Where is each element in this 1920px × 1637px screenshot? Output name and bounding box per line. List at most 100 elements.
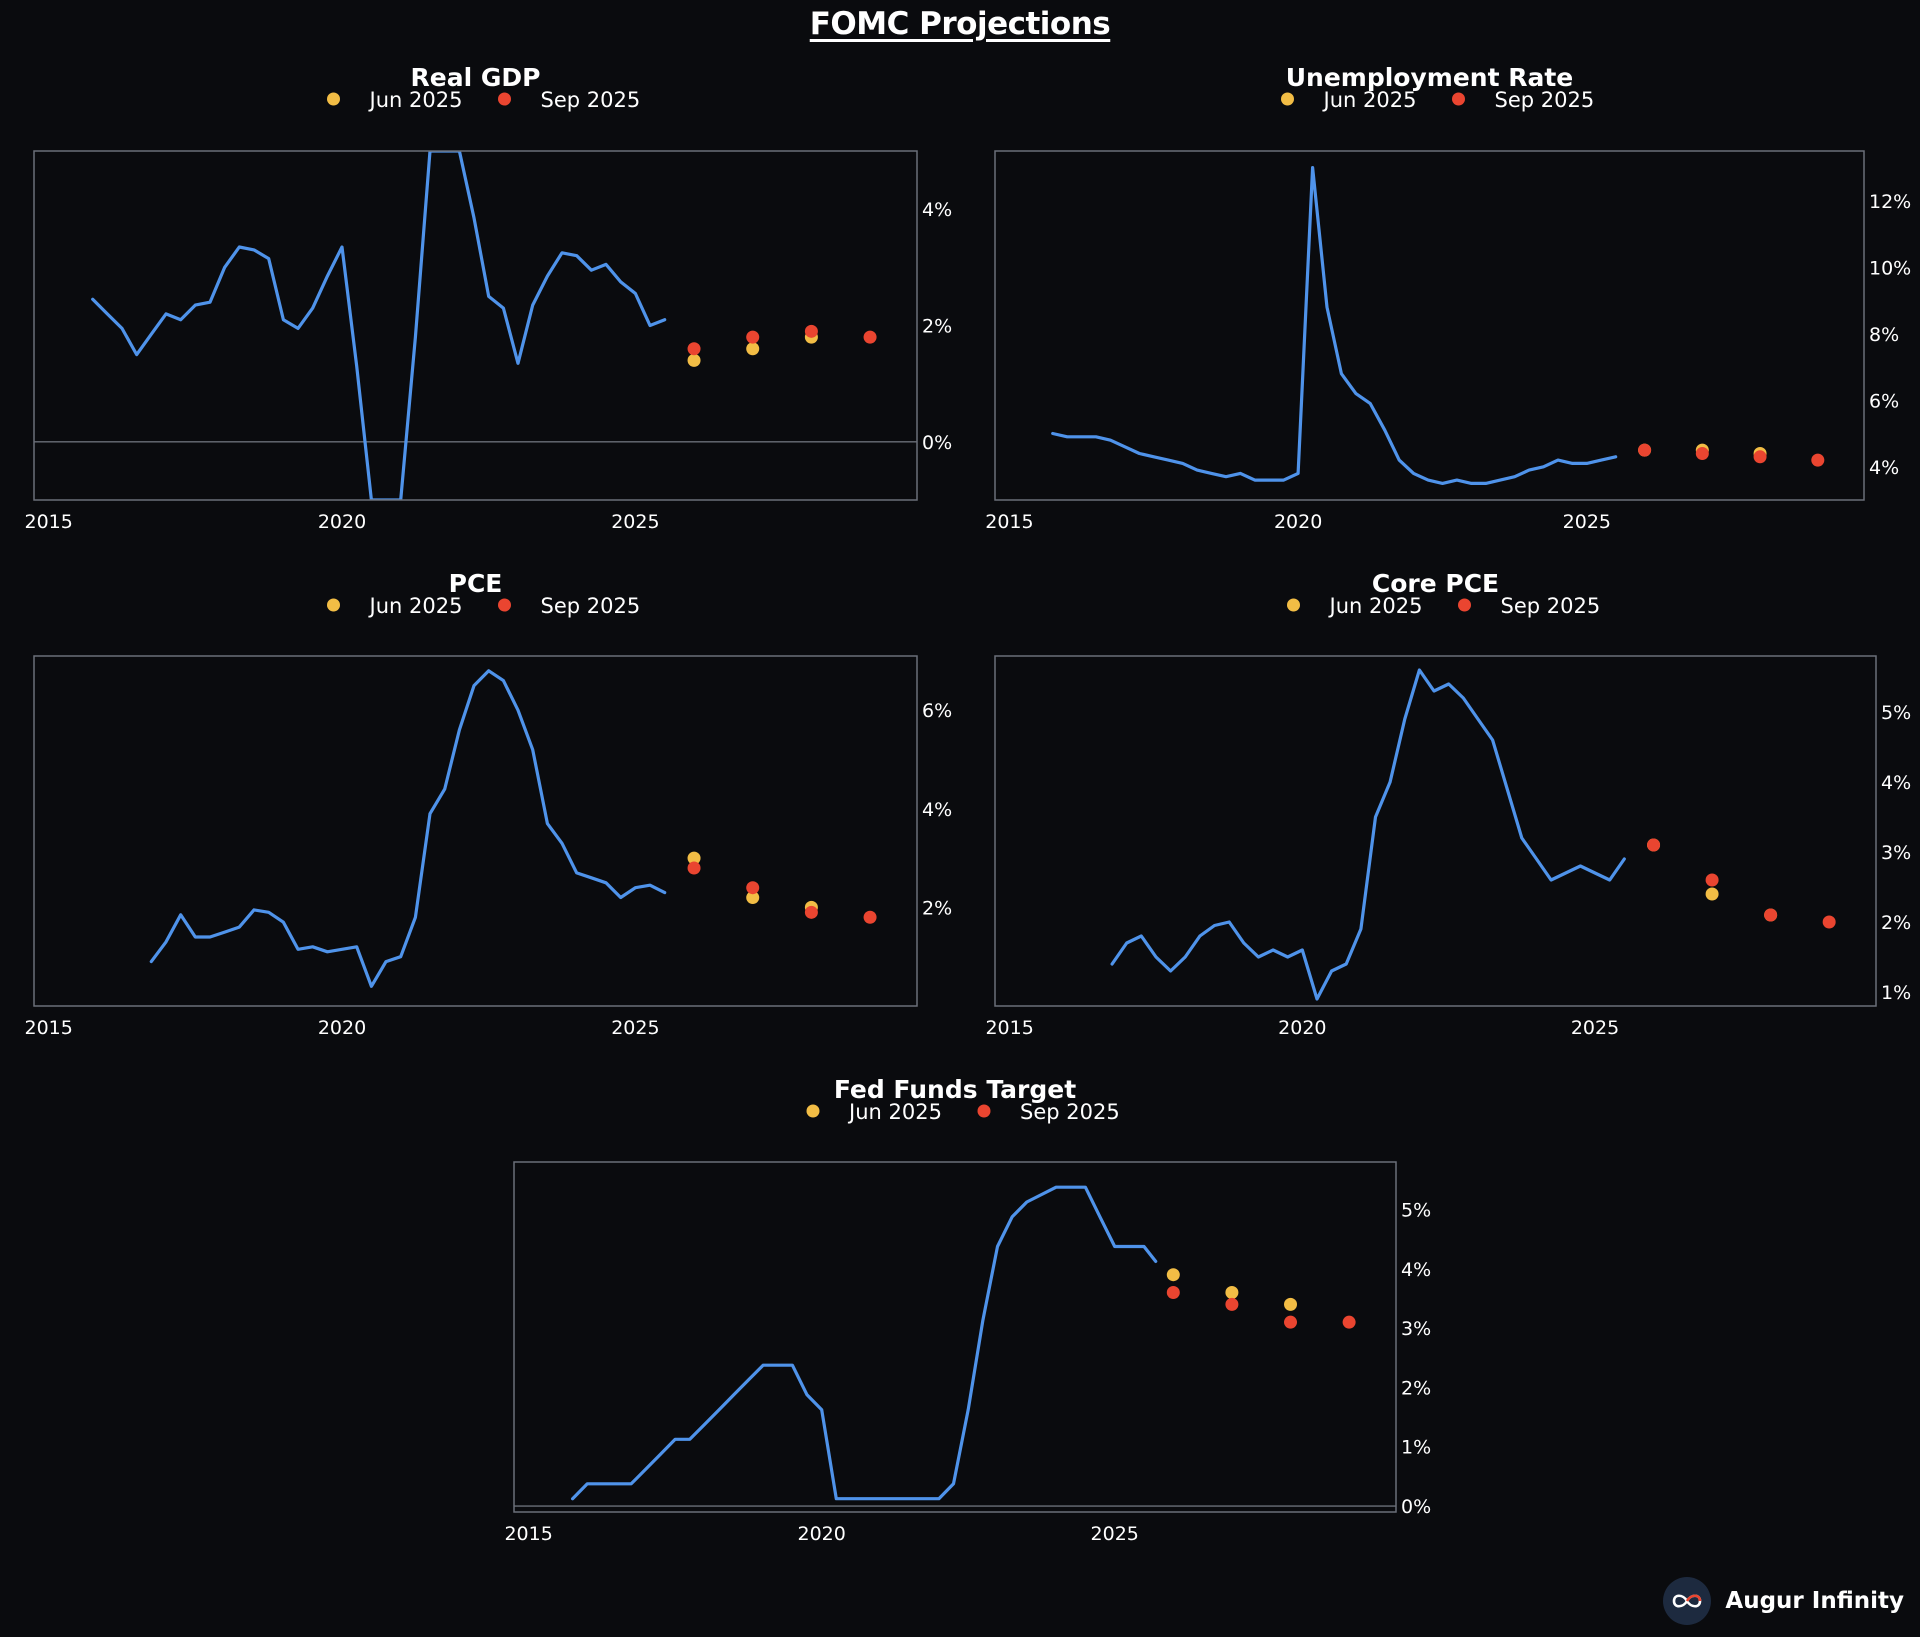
chart-fed-funds-legend-marker-jun bbox=[806, 1104, 820, 1118]
chart-fed-funds-sep-point-2026 bbox=[1166, 1286, 1180, 1300]
chart-gdp-xtick-2020: 2020 bbox=[318, 511, 366, 533]
chart-pce-ytick-6: 6% bbox=[922, 700, 952, 722]
panel-core-pce: Core PCE Jun 2025 Sep 2025 2015 2020 2025 1% 2%… bbox=[960, 561, 1920, 1039]
panel-unemployment-rate: Unemployment Rate Jun 2025 Sep 2025 2015 202… bbox=[960, 55, 1920, 533]
chart-fed-funds-ytick-3: 3% bbox=[1401, 1318, 1431, 1340]
chart-pce-title: PCE bbox=[449, 569, 503, 598]
chart-gdp-title: Real GDP bbox=[411, 63, 541, 92]
chart-core-pce-ytick-3: 3% bbox=[1881, 842, 1911, 864]
panel-fed-funds-target: Fed Funds Target Jun 2025 Sep 2025 2015 2020… bbox=[480, 1067, 1440, 1545]
chart-unemployment-ytick-4: 4% bbox=[1869, 457, 1899, 479]
chart-gdp-frame bbox=[33, 150, 918, 501]
chart-fed-funds-ytick-2: 2% bbox=[1401, 1377, 1431, 1399]
chart-core-pce-ytick-5: 5% bbox=[1881, 702, 1911, 724]
chart-core-pce-legend-label-sep: Sep 2025 bbox=[1501, 594, 1601, 618]
chart-gdp-sep-point-2026 bbox=[687, 342, 701, 356]
chart-gdp-legend-marker-jun bbox=[327, 92, 340, 106]
chart-core-pce-title: Core PCE bbox=[1372, 569, 1499, 598]
chart-unemployment-xtick-2015: 2015 bbox=[985, 511, 1033, 533]
chart-fed-funds-legend-marker-sep bbox=[977, 1104, 991, 1118]
chart-pce-legend-marker-jun bbox=[327, 598, 340, 612]
chart-fed-funds-frame bbox=[513, 1161, 1397, 1513]
chart-gdp-legend-label-jun: Jun 2025 bbox=[368, 88, 463, 112]
chart-core-pce-sep-point-2026 bbox=[1647, 838, 1661, 852]
chart-pce-frame bbox=[33, 655, 918, 1007]
chart-gdp-legend: Jun 2025 Sep 2025 bbox=[327, 88, 640, 112]
chart-core-pce-legend-marker-sep bbox=[1458, 598, 1471, 612]
chart-pce-jun-point-2027 bbox=[746, 891, 760, 905]
main-title: FOMC Projections bbox=[809, 6, 1111, 42]
chart-fed-funds-ytick-4: 4% bbox=[1401, 1259, 1431, 1281]
chart-pce-legend-marker-sep bbox=[498, 598, 511, 612]
chart-fed-funds-legend-label-jun: Jun 2025 bbox=[847, 1100, 942, 1124]
chart-fed-funds-sep-point-2027 bbox=[1225, 1297, 1239, 1311]
chart-pce-xtick-2015: 2015 bbox=[24, 1017, 72, 1039]
chart-fed-funds-sep-point-2029 bbox=[1342, 1315, 1356, 1329]
chart-pce-sep-point-2027 bbox=[746, 881, 760, 895]
chart-unemployment-sep-point-2027 bbox=[1695, 446, 1709, 460]
chart-core-pce-ytick-4: 4% bbox=[1881, 772, 1911, 794]
chart-gdp-ytick-2: 2% bbox=[922, 316, 952, 338]
chart-unemployment-legend-label-sep: Sep 2025 bbox=[1495, 88, 1595, 112]
chart-unemployment-frame bbox=[994, 150, 1865, 501]
chart-fed-funds-legend: Jun 2025 Sep 2025 bbox=[806, 1100, 1120, 1124]
chart-gdp-history-line bbox=[91, 151, 667, 500]
brand-watermark: Augur Infinity bbox=[1663, 1575, 1904, 1627]
chart-core-pce-sep-point-2029 bbox=[1822, 915, 1836, 929]
chart-fed-funds-jun-point-2027 bbox=[1225, 1286, 1239, 1300]
chart-pce-sep-point-2026 bbox=[687, 861, 701, 875]
chart-unemployment-ytick-8: 8% bbox=[1869, 324, 1899, 346]
chart-core-pce-frame bbox=[994, 655, 1877, 1007]
chart-core-pce-ytick-1: 1% bbox=[1881, 982, 1911, 1004]
chart-core-pce-sep-point-2028 bbox=[1764, 908, 1778, 922]
chart-gdp-sep-point-2027 bbox=[746, 330, 760, 344]
chart-core-pce-legend: Jun 2025 Sep 2025 bbox=[1287, 594, 1600, 618]
chart-gdp-ytick-0: 0% bbox=[922, 432, 952, 454]
chart-gdp-ytick-4: 4% bbox=[922, 199, 952, 221]
chart-core-pce-jun-point-2027 bbox=[1705, 887, 1719, 901]
brand-name: Augur Infinity bbox=[1725, 1588, 1904, 1614]
chart-pce-xtick-2020: 2020 bbox=[318, 1017, 366, 1039]
panel-pce: PCE Jun 2025 Sep 2025 2015 2020 2025 2% 4% 6% bbox=[0, 561, 1000, 1039]
chart-fed-funds-history-line bbox=[571, 1185, 1158, 1501]
chart-pce-sep-point-2029 bbox=[863, 910, 877, 924]
chart-unemployment-sep-point-2029 bbox=[1811, 453, 1825, 467]
chart-pce-history-line bbox=[149, 669, 667, 988]
infinity-logo-icon bbox=[1663, 1577, 1712, 1625]
chart-fed-funds-jun-point-2028 bbox=[1284, 1297, 1298, 1311]
chart-pce-ytick-4: 4% bbox=[922, 799, 952, 821]
chart-fed-funds-sep-point-2028 bbox=[1284, 1315, 1298, 1329]
chart-unemployment-xtick-2025: 2025 bbox=[1563, 511, 1611, 533]
chart-core-pce-xtick-2020: 2020 bbox=[1278, 1017, 1326, 1039]
chart-fed-funds-ytick-1: 1% bbox=[1401, 1437, 1431, 1459]
chart-unemployment-legend-label-jun: Jun 2025 bbox=[1322, 88, 1417, 112]
chart-pce-xtick-2025: 2025 bbox=[611, 1017, 659, 1039]
chart-unemployment-ytick-6: 6% bbox=[1869, 390, 1899, 412]
chart-unemployment-sep-point-2028 bbox=[1753, 450, 1767, 464]
chart-fed-funds-ytick-5: 5% bbox=[1401, 1199, 1431, 1221]
chart-pce-legend: Jun 2025 Sep 2025 bbox=[327, 594, 640, 618]
chart-core-pce-sep-point-2027 bbox=[1705, 873, 1719, 887]
chart-unemployment-xtick-2020: 2020 bbox=[1274, 511, 1322, 533]
chart-pce-legend-label-sep: Sep 2025 bbox=[541, 594, 641, 618]
chart-core-pce-ytick-2: 2% bbox=[1881, 912, 1911, 934]
chart-fed-funds-title: Fed Funds Target bbox=[834, 1075, 1076, 1104]
chart-unemployment-history-line bbox=[1051, 166, 1618, 485]
chart-gdp-legend-label-sep: Sep 2025 bbox=[541, 88, 641, 112]
chart-gdp-xtick-2015: 2015 bbox=[24, 511, 72, 533]
chart-unemployment-title: Unemployment Rate bbox=[1286, 63, 1574, 92]
chart-gdp-xtick-2025: 2025 bbox=[611, 511, 659, 533]
chart-fed-funds-legend-label-sep: Sep 2025 bbox=[1020, 1100, 1120, 1124]
chart-pce-legend-label-jun: Jun 2025 bbox=[368, 594, 463, 618]
chart-fed-funds-ytick-0: 0% bbox=[1401, 1496, 1431, 1518]
chart-unemployment-legend: Jun 2025 Sep 2025 bbox=[1281, 88, 1594, 112]
chart-fed-funds-jun-point-2026 bbox=[1166, 1268, 1180, 1282]
chart-core-pce-xtick-2025: 2025 bbox=[1571, 1017, 1619, 1039]
panel-real-gdp: Real GDP Jun 2025 Sep 2025 2015 2020 2025 0% 2%… bbox=[0, 55, 1000, 533]
chart-fed-funds-xtick-2015: 2015 bbox=[504, 1523, 552, 1545]
